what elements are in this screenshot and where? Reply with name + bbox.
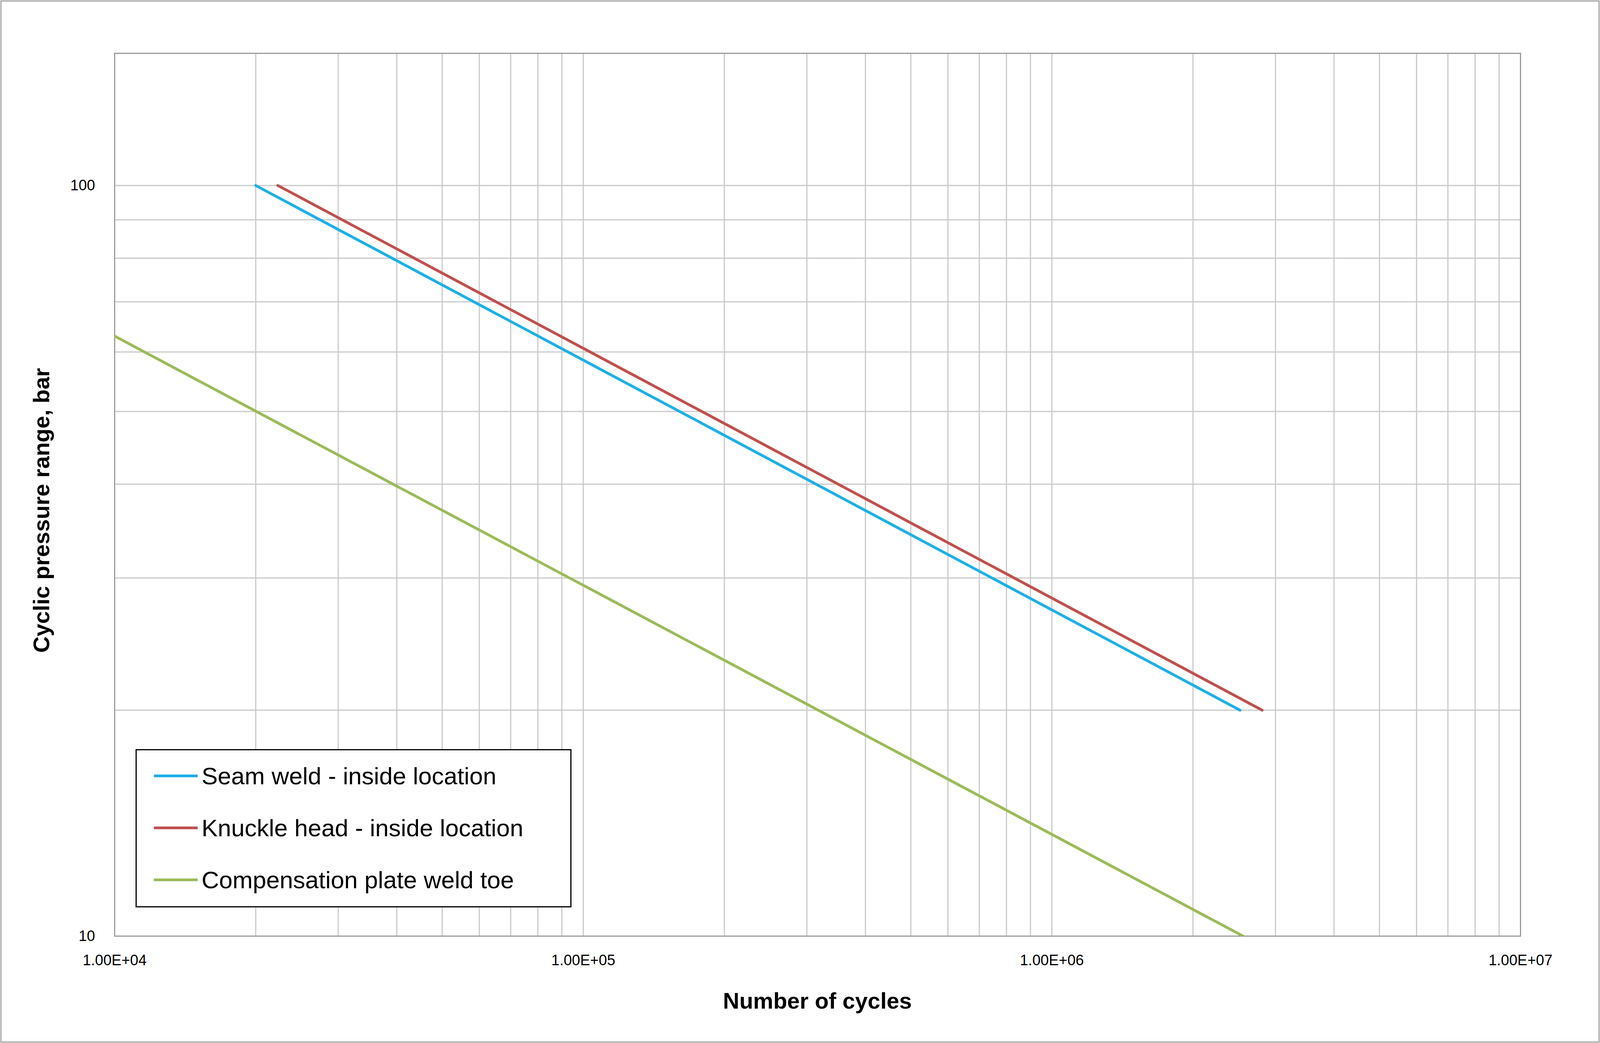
svg-text:1.00E+07: 1.00E+07 [1488,951,1553,968]
html-text:Knuckle head - inside location: Knuckle head - inside location [201,814,524,842]
svg-text:1.00E+04: 1.00E+04 [82,951,147,968]
svg-text:1.00E+05: 1.00E+05 [551,951,616,968]
html-text:Number of cycles: Number of cycles [722,987,912,1013]
svg-text:10: 10 [78,927,95,944]
html-text:Cyclic pressure range, bar: Cyclic pressure range, bar [28,367,54,653]
svg-text:100: 100 [70,176,95,194]
html-text:Compensation plate weld toe: Compensation plate weld toe [201,866,514,893]
svg-text:1.00E+06: 1.00E+06 [1019,951,1084,968]
html-text:Seam weld - inside location: Seam weld - inside location [201,762,497,790]
